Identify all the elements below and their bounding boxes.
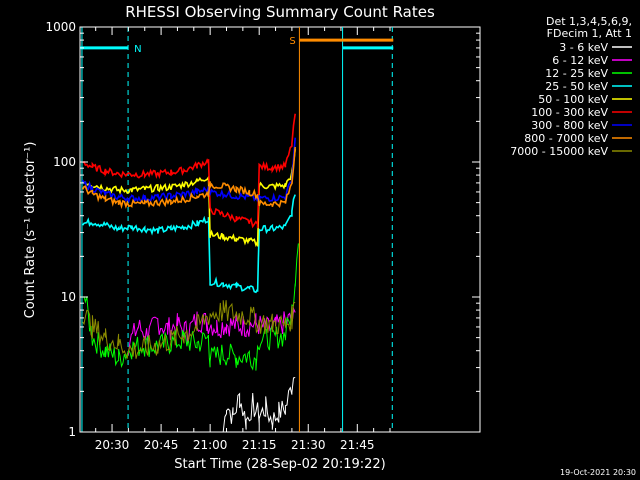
x-tick-label-4: 21:30 (291, 438, 326, 452)
series-line-3 (81, 194, 296, 294)
chart-title: RHESSI Observing Summary Count Rates (125, 3, 435, 21)
plot-frame (79, 26, 481, 433)
legend-label-3: 25 - 50 keV (545, 80, 608, 93)
x-tick-label-2: 21:00 (193, 438, 228, 452)
series-line-5 (82, 113, 296, 229)
series-line-6 (81, 137, 296, 204)
annotation-label-S: S (289, 36, 295, 47)
legend-label-4: 50 - 100 keV (538, 93, 608, 106)
legend-header-1: FDecim 1, Att 1 (547, 27, 632, 40)
x-tick-label-3: 21:15 (242, 438, 277, 452)
y-axis-label: Count Rate (s⁻¹ detector⁻¹) (23, 142, 38, 319)
x-tick-label-0: 20:30 (95, 438, 130, 452)
legend-label-2: 12 - 25 keV (545, 67, 608, 80)
legend-label-0: 3 - 6 keV (559, 41, 608, 54)
legend: Det 1,3,4,5,6,9,FDecim 1, Att 13 - 6 keV… (510, 15, 632, 158)
series-line-0 (222, 377, 296, 433)
legend-label-1: 6 - 12 keV (552, 54, 608, 67)
y-tick-label-1: 10 (61, 290, 76, 304)
x-tick-label-5: 21:45 (340, 438, 375, 452)
legend-label-7: 800 - 7000 keV (524, 132, 608, 145)
annotation-layer: NS (80, 27, 394, 432)
footer-date: 19-Oct-2021 20:30 (560, 468, 636, 477)
series-line-2 (82, 243, 299, 371)
y-tick-label-3: 1000 (45, 20, 76, 34)
axis-layer: 1 10 100 1000 20:30 20:45 21:00 21:15 21:30 21:45 (45, 20, 480, 452)
annotation-label-N: N (134, 44, 141, 55)
y-tick-label-0: 1 (68, 425, 76, 439)
legend-label-8: 7000 - 15000 keV (510, 145, 608, 158)
legend-header-0: Det 1,3,4,5,6,9, (546, 15, 632, 28)
series-line-7 (81, 146, 296, 210)
legend-label-6: 300 - 800 keV (531, 119, 608, 132)
series-layer (81, 113, 299, 433)
y-tick-label-2: 100 (53, 155, 76, 169)
x-tick-label-1: 20:45 (144, 438, 179, 452)
legend-label-5: 100 - 300 keV (531, 106, 608, 119)
y-axis-label-text: Count Rate (s⁻¹ detector⁻¹) (23, 142, 38, 319)
x-axis-label: Start Time (28-Sep-02 20:19:22) (174, 457, 385, 472)
series-line-8 (82, 300, 296, 360)
